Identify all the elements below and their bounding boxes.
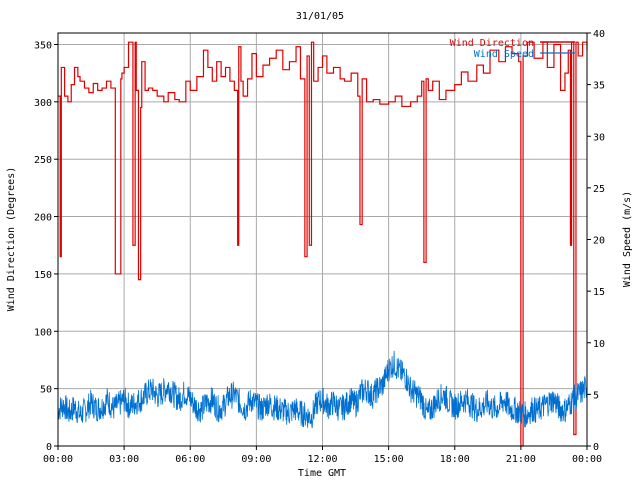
- y-axis-right-label: Wind Speed (m/s): [622, 191, 633, 287]
- x-tick-label: 03:00: [109, 454, 139, 465]
- wind-speed-line: [57, 350, 588, 429]
- y-right-tick-label: 5: [593, 390, 599, 401]
- chart-title: 31/01/05: [296, 11, 344, 22]
- y-left-tick-label: 350: [34, 40, 52, 51]
- x-tick-label: 00:00: [43, 454, 73, 465]
- x-tick-label: 18:00: [440, 454, 470, 465]
- y-right-tick-label: 35: [593, 81, 605, 92]
- y-left-tick-label: 250: [34, 155, 52, 166]
- y-left-tick-label: 300: [34, 98, 52, 109]
- y-right-tick-label: 0: [593, 442, 599, 453]
- y-left-tick-label: 200: [34, 213, 52, 224]
- x-tick-label: 21:00: [506, 454, 536, 465]
- y-axis-left-label: Wind Direction (Degrees): [6, 167, 17, 312]
- legend-label-wind-speed: Wind Speed: [474, 49, 534, 60]
- x-axis-label: Time GMT: [298, 468, 346, 479]
- y-right-tick-label: 20: [593, 236, 605, 247]
- axis-ticks: 00:00 03:00 06:00 09:00 12:00 15:00 18:00 21:00…: [34, 29, 605, 465]
- y-left-tick-label: 0: [46, 442, 52, 453]
- legend: Wind Direction Wind Speed: [450, 38, 575, 60]
- x-tick-label: 12:00: [307, 454, 337, 465]
- y-left-tick-label: 100: [34, 327, 52, 338]
- x-tick-label: 09:00: [241, 454, 271, 465]
- x-tick-label: 00:00: [572, 454, 602, 465]
- x-tick-label: 15:00: [374, 454, 404, 465]
- legend-label-wind-direction: Wind Direction: [450, 38, 534, 49]
- y-right-tick-label: 25: [593, 184, 605, 195]
- y-right-tick-label: 40: [593, 29, 605, 40]
- y-right-tick-label: 15: [593, 287, 605, 298]
- series-wind-direction: [58, 41, 588, 447]
- y-left-tick-label: 150: [34, 270, 52, 281]
- series-wind-speed: [57, 350, 588, 429]
- y-right-tick-label: 10: [593, 339, 605, 350]
- grid-lines: [58, 33, 587, 446]
- y-left-tick-label: 50: [40, 385, 52, 396]
- y-right-tick-label: 30: [593, 132, 605, 143]
- x-tick-label: 06:00: [175, 454, 205, 465]
- wind-direction-line: [58, 41, 588, 447]
